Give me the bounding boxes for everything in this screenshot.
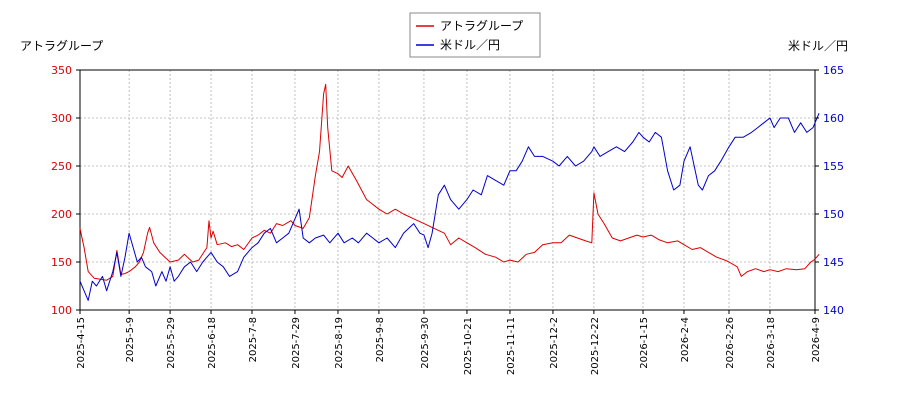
legend: アトラグループ 米ドル／円 [409, 12, 541, 58]
axes-layer: 100 150 200 250 300 350 140 145 150 155 160 165 2025… [51, 64, 844, 375]
right-axis-label: 米ドル／円 [788, 39, 848, 53]
x-tick-label: 2025-9-8 [375, 317, 386, 362]
left-axis-label: アトラグループ [20, 39, 103, 53]
x-tick-label: 2025-6-18 [207, 317, 218, 369]
x-tick-label: 2025-8-19 [334, 317, 345, 369]
series-line-usdjpy [79, 113, 820, 301]
x-tick-label: 2026-1-15 [639, 317, 650, 369]
legend-box [409, 12, 541, 58]
left-tick-label: 300 [51, 112, 72, 125]
right-tick-label: 160 [823, 112, 844, 125]
series-line-atra-group [79, 83, 820, 281]
left-tick-label: 100 [51, 304, 72, 317]
x-tick-label: 2026-2-26 [725, 317, 736, 369]
x-tick-label: 2025-12-2 [549, 317, 560, 369]
left-tick-label: 250 [51, 160, 72, 173]
right-tick-label: 155 [823, 160, 844, 173]
right-tick-label: 150 [823, 208, 844, 221]
right-tick-label: 140 [823, 304, 844, 317]
left-tick-label: 150 [51, 256, 72, 269]
right-tick-label: 145 [823, 256, 844, 269]
x-tick-label: 2026-3-18 [766, 317, 777, 369]
x-tick-label: 2025-9-30 [420, 317, 431, 369]
x-tick-label: 2025-7-8 [248, 317, 259, 362]
x-tick-label: 2025-5-29 [166, 317, 177, 369]
x-tick-label: 2025-4-15 [76, 317, 87, 369]
right-tick-label: 165 [823, 64, 844, 77]
x-tick-label: 2025-7-29 [291, 317, 302, 369]
legend-label-usdjpy: 米ドル／円 [440, 38, 500, 52]
x-tick-label: 2025-12-22 [590, 317, 601, 375]
left-tick-label: 200 [51, 208, 72, 221]
x-tick-label: 2025-11-11 [506, 317, 517, 375]
x-tick-label: 2025-10-21 [463, 317, 474, 375]
x-tick-label: 2026-4-9 [811, 317, 822, 362]
series-layer [79, 83, 820, 301]
left-tick-label: 350 [51, 64, 72, 77]
x-tick-label: 2026-2-4 [680, 317, 691, 362]
x-tick-label: 2025-5-9 [125, 317, 136, 362]
plot-frame [79, 69, 816, 311]
legend-label-atra: アトラグループ [440, 19, 523, 33]
